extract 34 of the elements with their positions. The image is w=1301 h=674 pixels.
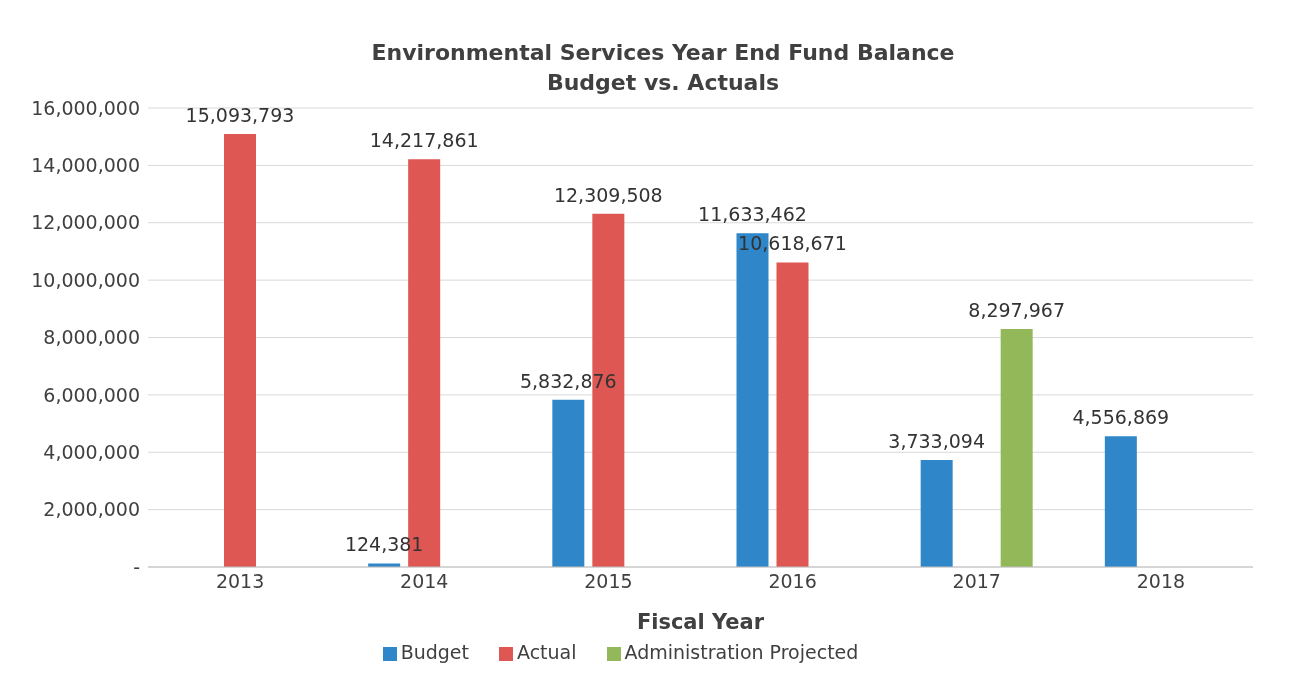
bar xyxy=(552,399,585,567)
x-axis-title: Fiscal Year xyxy=(636,610,765,634)
data-label: 14,217,861 xyxy=(369,129,479,152)
bar xyxy=(1000,328,1033,567)
y-tick-label: 10,000,000 xyxy=(31,268,140,291)
chart-subtitle: Budget vs. Actuals xyxy=(545,69,781,97)
legend-label: Actual xyxy=(516,641,577,663)
data-label: 8,297,967 xyxy=(968,298,1066,321)
chart-title: Environmental Services Year End Fund Balance xyxy=(370,39,956,67)
data-label: 11,633,462 xyxy=(698,203,807,226)
x-tick-label: 2016 xyxy=(768,570,817,593)
bar xyxy=(224,134,256,567)
x-tick-label: 2014 xyxy=(400,570,449,593)
data-label: 3,733,094 xyxy=(888,429,986,452)
data-label: 15,093,793 xyxy=(185,104,295,126)
legend-label: Administration Projected xyxy=(624,641,859,663)
y-tick-label: 2,000,000 xyxy=(43,498,140,521)
x-tick-label: 2013 xyxy=(215,570,265,593)
bar xyxy=(1104,436,1137,567)
bar xyxy=(920,459,953,567)
y-tick-label: 8,000,000 xyxy=(43,326,140,349)
y-tick-label: - xyxy=(133,555,140,578)
data-label: 12,309,508 xyxy=(553,183,663,206)
legend-label: Budget xyxy=(400,641,469,663)
y-tick-label: 6,000,000 xyxy=(43,383,140,406)
y-tick-label: 12,000,000 xyxy=(31,211,140,234)
x-tick-label: 2017 xyxy=(952,570,1001,593)
y-tick-label: 4,000,000 xyxy=(43,440,140,463)
x-tick-label: 2015 xyxy=(584,570,633,593)
data-label: 4,556,869 xyxy=(1072,406,1170,429)
x-tick-label: 2018 xyxy=(1136,570,1186,593)
y-tick-label: 16,000,000 xyxy=(31,96,140,119)
y-tick-label: 14,000,000 xyxy=(31,154,140,177)
bar xyxy=(776,262,809,567)
